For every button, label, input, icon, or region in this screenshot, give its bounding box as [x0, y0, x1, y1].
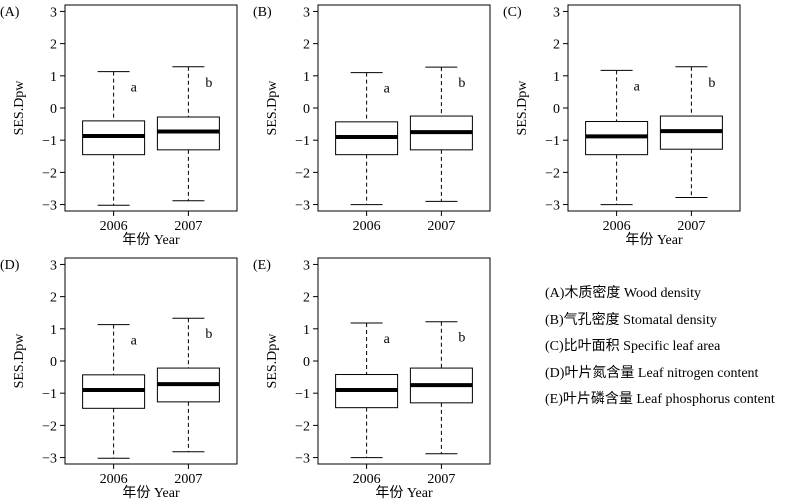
panel-b-box-2007-letter: b — [458, 76, 465, 91]
panel-d-ylabel: SES.Dpw — [12, 333, 27, 389]
panel-a-ytick-label: 2 — [50, 38, 57, 53]
panel-d-ytick-label: 2 — [50, 291, 57, 306]
panel-b-ytick-label: −3 — [295, 199, 310, 214]
panel-a-ytick-label: 0 — [50, 102, 57, 117]
panel-c-box-2006-xtick-label: 2006 — [603, 219, 631, 234]
panel-c-ytick-label: 1 — [553, 70, 560, 85]
legend-item-b: (B)气孔密度 Stomatal density — [545, 312, 717, 328]
panel-e-ytick-label: 1 — [303, 323, 310, 338]
legend-item-e: (E)叶片磷含量 Leaf phosphorus content — [545, 392, 775, 407]
panel-b-ytick-label: 3 — [303, 5, 310, 20]
panel-b-ytick-label: −2 — [295, 166, 310, 181]
panel-e-box-2006-xtick-label: 2006 — [353, 472, 381, 487]
panel-c-ytick-label: 3 — [553, 5, 560, 20]
panel-b-box-2006-letter: a — [384, 82, 391, 97]
panel-a-box-2006-xtick-label: 2006 — [100, 219, 128, 234]
panel-e-ytick-label: 3 — [303, 258, 310, 273]
panel-e-ytick-label: −2 — [295, 419, 310, 434]
panel-d-label: (D) — [0, 258, 20, 273]
panel-b-frame — [317, 4, 491, 212]
panel-a-xlabel: 年份 Year — [122, 232, 180, 248]
panel-a-ytick-label: 1 — [50, 70, 57, 85]
panel-d-box-2007-letter: b — [205, 327, 212, 342]
trait-legend: (A)木质密度 Wood density (B)气孔密度 Stomatal de… — [545, 284, 775, 417]
panel-e-box-2007-letter: b — [458, 331, 465, 346]
panel-a-ytick-label: −1 — [42, 134, 57, 149]
panel-e-ytick-label: 2 — [303, 291, 310, 306]
panel-e-label: (E) — [253, 258, 271, 273]
panel-b-ytick-label: 1 — [303, 70, 310, 85]
panel-c-ytick-label: 2 — [553, 38, 560, 53]
panel-d-ytick-label: −1 — [42, 387, 57, 402]
panel-a-ytick-label: −3 — [42, 199, 57, 214]
panel-e-box-2007-xtick-label: 2007 — [427, 472, 455, 487]
panel-b-box-2006-xtick-label: 2006 — [353, 219, 381, 234]
panel-e-frame — [317, 257, 491, 465]
panel-a-ytick-label: 3 — [50, 5, 57, 20]
panel-d-ytick-label: −3 — [42, 452, 57, 467]
panel-a-label: (A) — [0, 5, 20, 20]
panel-c-ytick-label: −1 — [545, 134, 560, 149]
panel-a-ylabel: SES.Dpw — [12, 80, 27, 136]
panel-d-ytick-label: −2 — [42, 419, 57, 434]
panel-d-box-2007-xtick-label: 2007 — [174, 472, 202, 487]
panel-d-frame — [64, 257, 238, 465]
panel-c-ytick-label: −2 — [545, 166, 560, 181]
panel-d-ytick-label: 3 — [50, 258, 57, 273]
panel-d-box-2006-letter: a — [131, 334, 138, 349]
panel-c-box-2007-letter: b — [708, 76, 715, 91]
panel-c-ylabel: SES.Dpw — [515, 80, 530, 136]
panel-d-box-2006-xtick-label: 2006 — [100, 472, 128, 487]
panel-e-ytick-label: −1 — [295, 387, 310, 402]
panel-b-ytick-label: 0 — [303, 102, 310, 117]
panel-e-ytick-label: −3 — [295, 452, 310, 467]
panel-c-frame — [567, 4, 741, 212]
panel-b-ylabel: SES.Dpw — [265, 80, 280, 136]
panel-e-box-2006-letter: a — [384, 332, 391, 347]
panel-b-box-2007-xtick-label: 2007 — [427, 219, 455, 234]
panel-d-ytick-label: 1 — [50, 323, 57, 338]
panel-c-xlabel: 年份 Year — [625, 232, 683, 248]
panel-a-box-2007-xtick-label: 2007 — [174, 219, 202, 234]
panel-d-xlabel: 年份 Year — [122, 485, 180, 500]
panel-a-frame — [64, 4, 238, 212]
panel-e-ylabel: SES.Dpw — [265, 333, 280, 389]
panel-c-ytick-label: −3 — [545, 199, 560, 214]
legend-item-a: (A)木质密度 Wood density — [545, 286, 701, 301]
legend-item-c: (C)比叶面积 Specific leaf area — [545, 339, 721, 354]
panel-a-ytick-label: −2 — [42, 166, 57, 181]
panel-a-box-2007-letter: b — [205, 76, 212, 91]
legend-item-d: (D)叶片氮含量 Leaf nitrogen content — [545, 365, 759, 381]
panel-b-ytick-label: −1 — [295, 134, 310, 149]
panel-c-ytick-label: 0 — [553, 102, 560, 117]
panel-c-label: (C) — [503, 5, 522, 20]
panel-b-label: (B) — [253, 5, 272, 20]
panel-a-box-2006-letter: a — [131, 81, 138, 96]
panel-e-xlabel: 年份 Year — [375, 485, 433, 500]
panel-d-ytick-label: 0 — [50, 355, 57, 370]
panel-c-box-2006-letter: a — [634, 79, 641, 94]
panel-c-box-2007-xtick-label: 2007 — [677, 219, 705, 234]
panel-b-ytick-label: 2 — [303, 38, 310, 53]
panel-e-ytick-label: 0 — [303, 355, 310, 370]
